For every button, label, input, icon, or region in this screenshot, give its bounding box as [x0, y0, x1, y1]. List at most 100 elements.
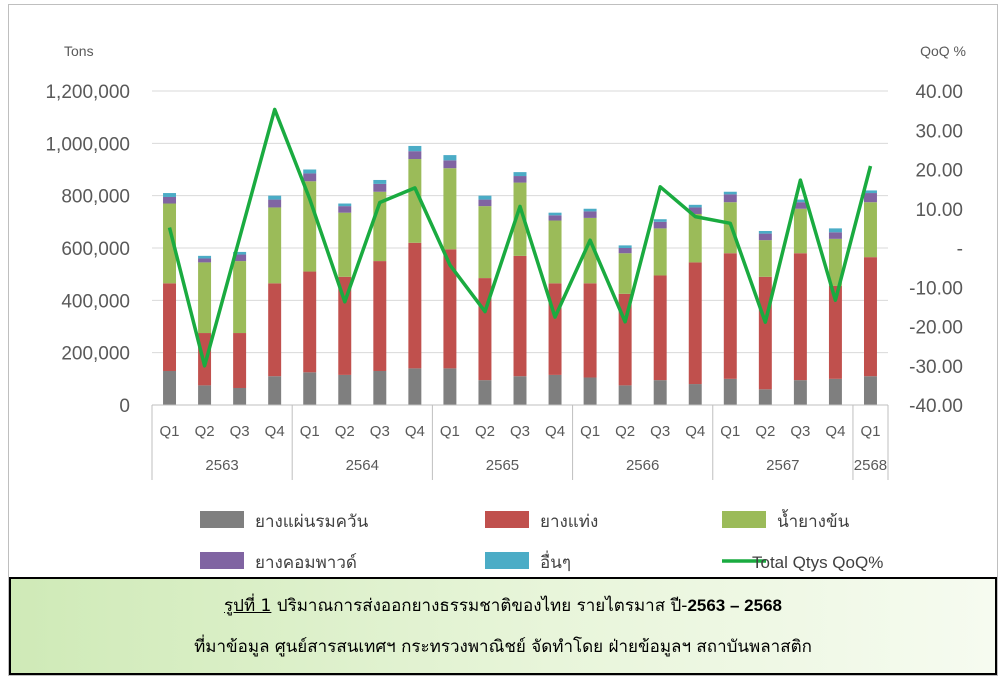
y-left-tick-label: 200,000 [61, 344, 130, 365]
bar-segment [583, 377, 597, 405]
bar-segment [478, 195, 492, 200]
bar-segment [863, 257, 877, 377]
y-left-axis-title: Tons [64, 43, 94, 59]
x-tick-label: Q4 [545, 423, 565, 440]
bar-segment [303, 372, 317, 405]
bar-segment [583, 217, 597, 284]
bar-segment [163, 196, 177, 204]
year-group-label: 2567 [766, 457, 799, 474]
bar-segment [303, 169, 317, 174]
x-tick-label: Q2 [755, 423, 775, 440]
bar-segment [338, 212, 352, 277]
legend-label: Total Qtys QoQ% [752, 553, 883, 572]
qoq-line [167, 107, 873, 368]
bar-segment [163, 203, 177, 284]
legend-label: ยางคอมพาวด์ [255, 553, 357, 573]
bar-segment [688, 204, 702, 208]
bar-segment [338, 276, 352, 375]
bar-segment [548, 283, 562, 375]
x-tick-label: Q2 [475, 423, 495, 440]
bar-segment [583, 208, 597, 212]
bar-segment [408, 151, 422, 160]
bar-segment [373, 370, 387, 405]
x-tick-label: Q3 [510, 423, 530, 440]
y-left-tick-label: 1,200,000 [45, 82, 130, 103]
bar-segment [233, 261, 247, 334]
bar-segment [618, 385, 632, 405]
year-group-label: 2565 [486, 457, 519, 474]
bar-segment [198, 385, 212, 405]
legend-swatch [722, 511, 766, 528]
legend-swatch [485, 552, 529, 569]
y-right-tick-label: -10.00 [909, 278, 963, 299]
x-tick-label: Q3 [230, 423, 250, 440]
legend-label: น้ำยางข้น [777, 509, 850, 532]
bar-segment [548, 215, 562, 221]
y-right-tick-label: 10.00 [915, 200, 963, 221]
bar-segment [443, 160, 457, 169]
year-group-label: 2564 [346, 457, 379, 474]
x-tick-label: Q4 [825, 423, 845, 440]
bar-segment [653, 228, 667, 276]
figure-caption: รูปที่ 1 ปริมาณการส่งออกยางธรรมชาติของไท… [9, 577, 997, 675]
y-left-tick-label: 400,000 [61, 291, 130, 312]
bar-segment [653, 380, 667, 405]
bar-segment [268, 199, 282, 208]
bar-segment [233, 333, 247, 388]
bar-segment [443, 168, 457, 250]
bar-segment [758, 230, 772, 234]
x-tick-label: Q2 [615, 423, 635, 440]
bar-segment [268, 376, 282, 405]
bar-segment [338, 203, 352, 207]
bar-segment [338, 206, 352, 213]
bar-segment [268, 195, 282, 200]
bar-segment [303, 173, 317, 182]
x-tick-label: Q2 [335, 423, 355, 440]
bar-segment [688, 262, 702, 385]
bar-segment [373, 183, 387, 192]
bar-segment [793, 253, 807, 381]
bar-segment [688, 207, 702, 214]
bar-segment [618, 248, 632, 254]
bar-segment [443, 249, 457, 369]
year-group-label: 2566 [626, 457, 659, 474]
y-left-tick-label: 800,000 [61, 187, 130, 208]
bar-segment [478, 206, 492, 279]
bar-segment [163, 283, 177, 371]
x-tick-label: Q1 [860, 423, 880, 440]
year-group-label: 2563 [205, 457, 238, 474]
bar-segment [548, 374, 562, 405]
y-left-tick-label: 600,000 [61, 239, 130, 260]
bar-segment [478, 199, 492, 207]
bar-segment [373, 179, 387, 184]
bar-segment [303, 271, 317, 373]
bar-segment [793, 199, 807, 203]
legend: ยางแผ่นรมควัน ยางแท่ง น้ำยางข้นยางคอมพาวด์… [200, 509, 883, 573]
caption-figure-label: รูปที่ 1 [224, 596, 272, 616]
bar-segment [513, 176, 527, 183]
y-right-tick-label: 30.00 [915, 121, 963, 142]
y-right-axis-title: QoQ % [920, 43, 966, 59]
bar-segment [513, 172, 527, 177]
bar-segment [793, 202, 807, 209]
axes: 0 200,000 400,000 600,000 800,000 1,000,000 1,… [45, 43, 966, 480]
qoq-line-path [167, 107, 873, 368]
bar-segment [863, 202, 877, 258]
bar-segment [863, 193, 877, 203]
bar-segment [758, 276, 772, 390]
bar-segment [828, 285, 842, 379]
bar-segment [233, 387, 247, 405]
y-right-tick-label: -40.00 [909, 396, 963, 417]
bar-segment [653, 219, 667, 222]
x-tick-label: Q4 [265, 423, 285, 440]
bar-segment [828, 378, 842, 405]
bar-segment [758, 240, 772, 277]
bar-segment [233, 254, 247, 262]
bar-segment [653, 221, 667, 229]
bar-segment [408, 145, 422, 152]
legend-label: ยางแท่ง [540, 512, 598, 532]
bar-segment [583, 211, 597, 218]
legend-swatch [485, 511, 529, 528]
bar-segment [443, 368, 457, 405]
